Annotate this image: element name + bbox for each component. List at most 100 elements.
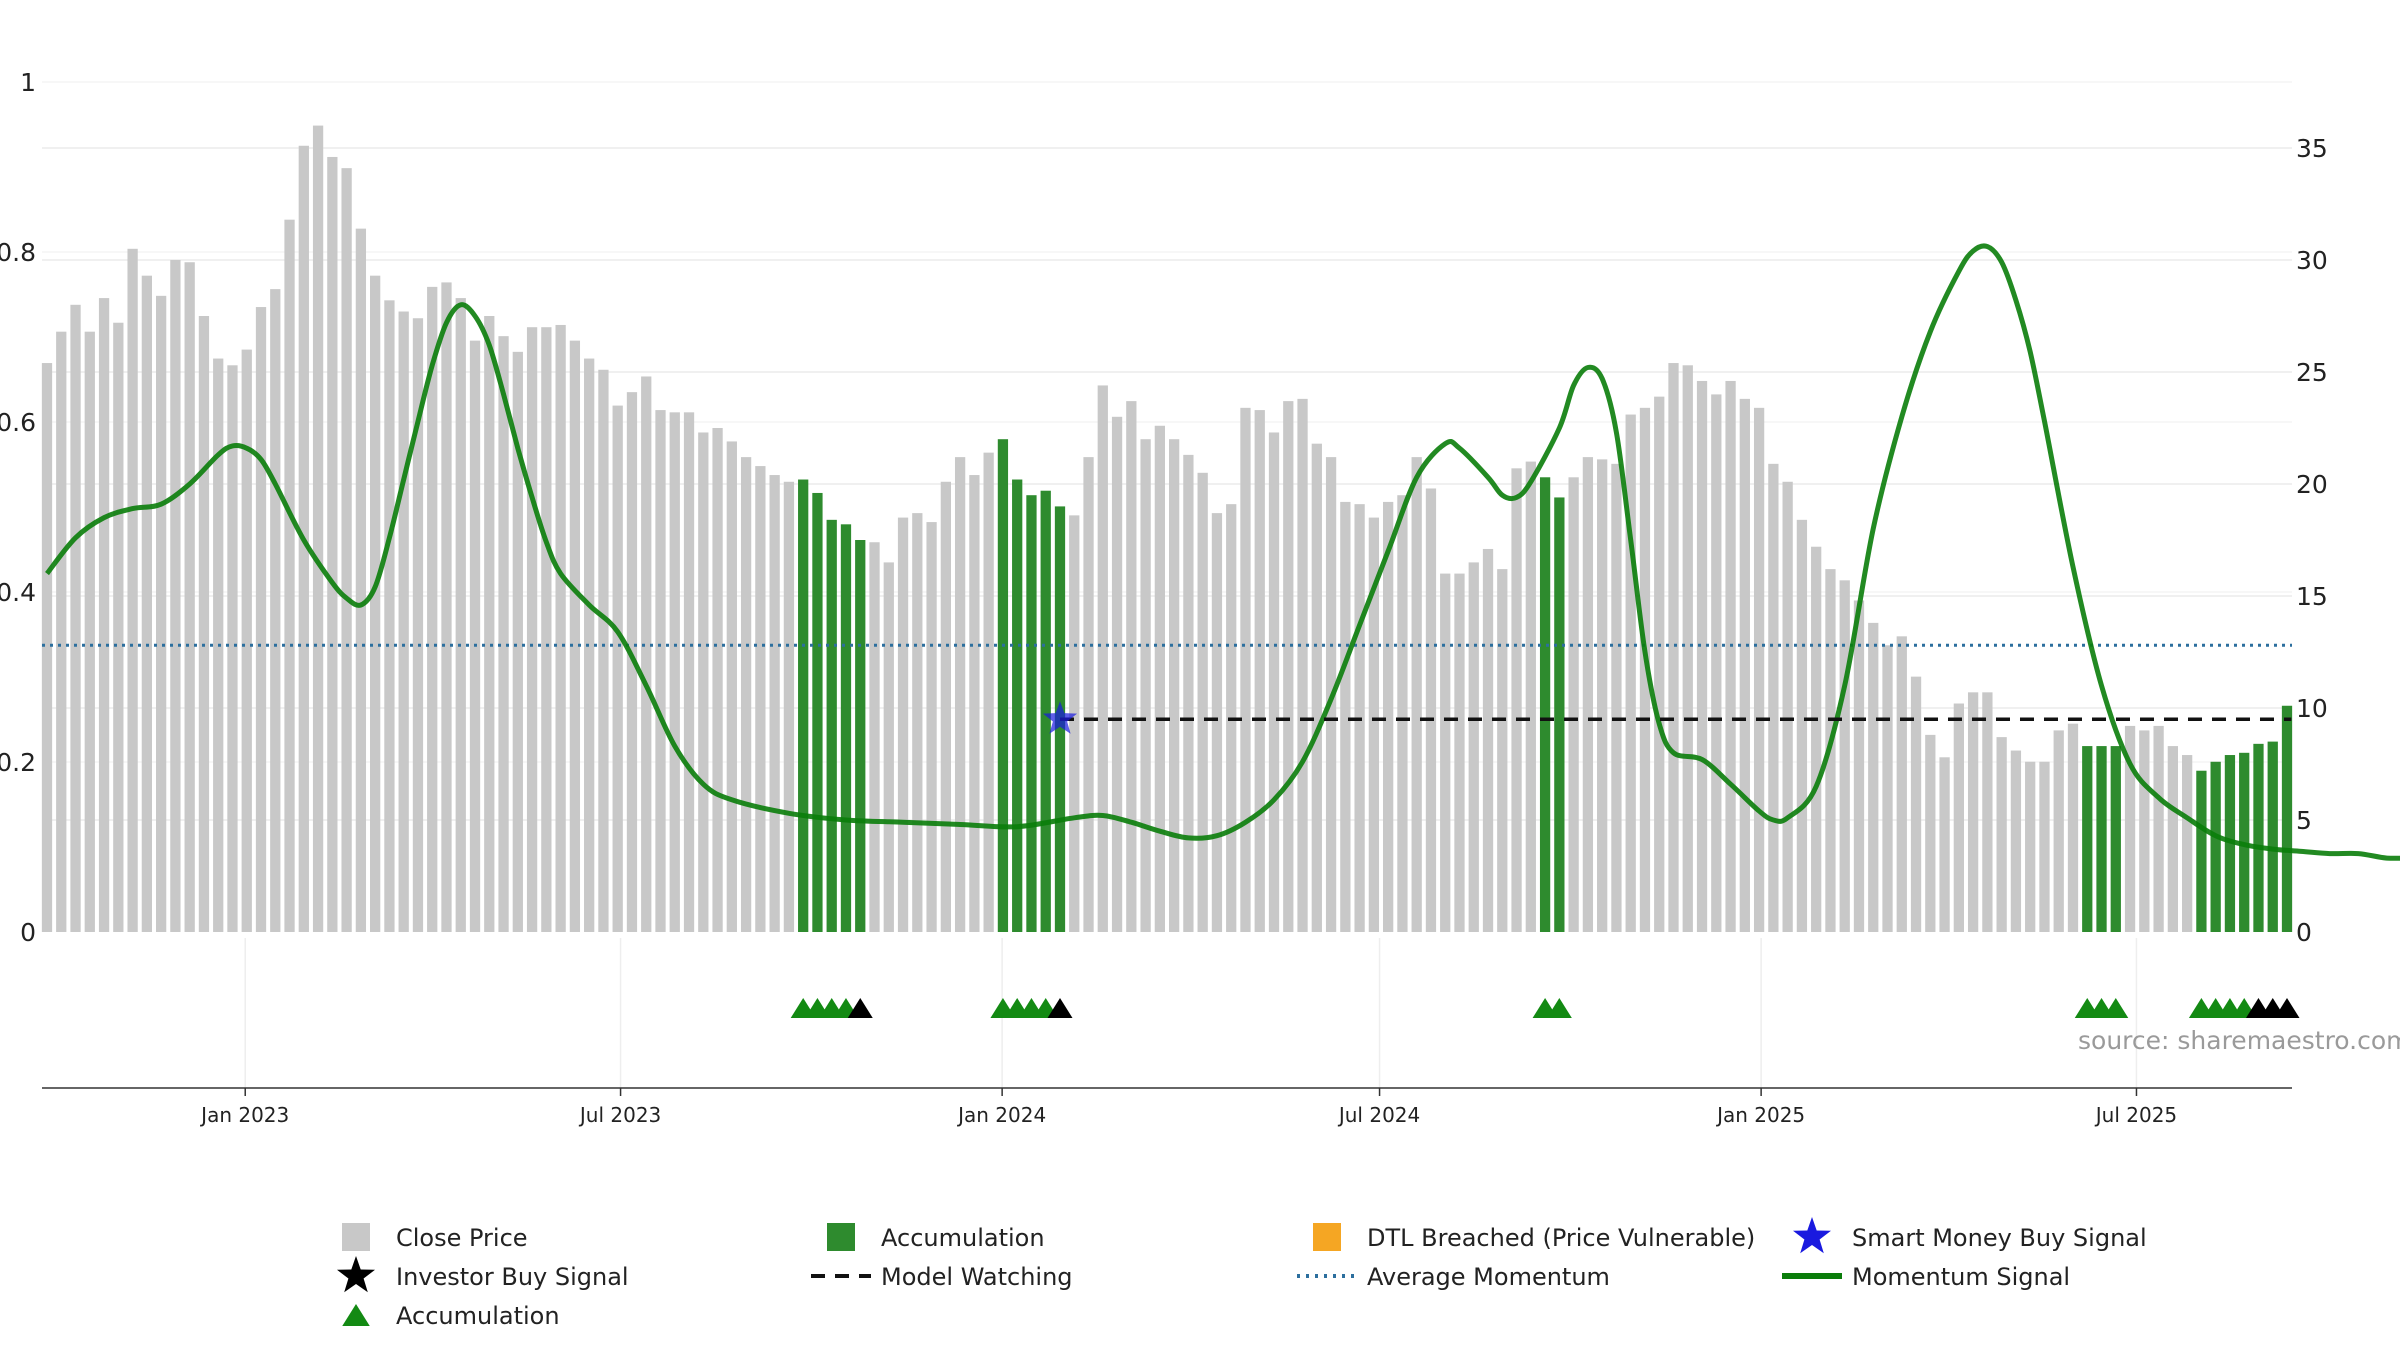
- close-price-bar: [1440, 573, 1451, 932]
- close-price-bar: [1868, 622, 1879, 932]
- accumulation-bar: [1539, 477, 1551, 932]
- close-price-bar: [1297, 398, 1308, 932]
- close-price-bar: [1497, 569, 1508, 932]
- close-price-bar: [327, 156, 338, 932]
- accumulation-bar: [2267, 741, 2278, 932]
- close-price-bar: [2124, 725, 2136, 932]
- close-price-bar: [1397, 495, 1408, 932]
- close-price-bar: [255, 307, 267, 932]
- close-price-bar: [1183, 454, 1194, 932]
- close-price-bar: [2010, 750, 2022, 932]
- price-bars: [41, 125, 2293, 933]
- close-price-bar: [241, 349, 252, 933]
- x-tick-label: Jan 2023: [199, 1103, 289, 1127]
- close-price-bar: [1625, 414, 1636, 932]
- close-price-bar: [1168, 439, 1180, 932]
- accumulation-bar: [2210, 761, 2221, 932]
- accumulation-bar: [840, 524, 852, 932]
- close-price-bar: [1939, 757, 1950, 932]
- close-price-bar: [1910, 676, 1922, 932]
- close-price-bar: [455, 298, 466, 933]
- close-price-bar: [940, 481, 951, 932]
- close-price-bar: [98, 298, 110, 933]
- close-price-bar: [441, 282, 452, 932]
- close-price-bar: [883, 562, 894, 932]
- legend: Close Price Accumulation DTL Breached (Pri…: [337, 1217, 2147, 1330]
- close-price-bar: [584, 358, 595, 932]
- momentum-signal-line: [45, 243, 2400, 861]
- close-price-bar: [1853, 600, 1865, 932]
- close-price-bar: [155, 295, 167, 933]
- accumulation-bar: [2253, 743, 2264, 932]
- close-price-bar: [1597, 459, 1608, 932]
- close-price-bar: [912, 513, 923, 932]
- investor-buy-marker: [2274, 998, 2300, 1018]
- close-price-bar: [1368, 517, 1380, 932]
- close-price-bar: [1639, 407, 1651, 933]
- close-price-bar: [783, 481, 795, 932]
- legend-label: Smart Money Buy Signal: [1852, 1224, 2147, 1252]
- close-price-bar: [412, 318, 424, 932]
- close-price-bar: [1982, 692, 1993, 932]
- accumulation-bar: [855, 540, 866, 932]
- close-price-bar: [1197, 472, 1208, 932]
- close-price-bar: [1611, 463, 1622, 932]
- close-price-bar: [1682, 365, 1693, 932]
- close-price-bar: [2167, 746, 2179, 932]
- close-price-bar: [1454, 573, 1465, 932]
- close-price-bar: [1711, 394, 1722, 932]
- legend-label: Average Momentum: [1367, 1263, 1610, 1291]
- close-price-bar: [1953, 703, 1964, 932]
- close-price-bar: [954, 457, 966, 932]
- close-price-bar: [469, 340, 481, 932]
- investor-buy-marker: [847, 998, 873, 1018]
- close-price-bar: [384, 300, 395, 932]
- close-price-bar: [769, 475, 780, 932]
- close-price-bar: [612, 405, 623, 933]
- close-price-bar: [1411, 457, 1422, 932]
- close-price-bar: [1753, 407, 1765, 933]
- close-price-bar: [869, 542, 880, 932]
- close-price-bar: [1268, 432, 1280, 932]
- left-tick-label: 0.4: [0, 578, 36, 607]
- legend-label: DTL Breached (Price Vulnerable): [1367, 1224, 1755, 1252]
- close-price-bar: [1896, 636, 1907, 932]
- close-price-bar: [1796, 519, 1808, 932]
- accumulation-bar: [826, 519, 837, 932]
- right-tick-label: 20: [2296, 470, 2328, 499]
- close-price-bar: [569, 340, 581, 932]
- accumulation-bar: [812, 492, 823, 932]
- close-price-bar: [312, 125, 324, 933]
- x-tick-label: Jul 2023: [578, 1103, 661, 1127]
- accumulation-bar: [1554, 497, 1565, 932]
- left-tick-label: 0.2: [0, 748, 36, 777]
- left-tick-label: 1: [20, 68, 36, 97]
- close-price-bar: [1154, 425, 1166, 932]
- close-price-bar: [198, 316, 210, 932]
- close-price-bar: [2039, 761, 2050, 932]
- close-price-bar: [712, 428, 723, 932]
- close-price-bar: [1254, 410, 1265, 933]
- axes: Jan 2023 Jul 2023 Jan 2024 Jul 2024 Jan 2025…: [0, 68, 2328, 1127]
- close-price-bar: [56, 331, 67, 932]
- close-price-bar: [983, 452, 994, 932]
- accumulation-bar: [1026, 495, 1037, 932]
- accumulation-bar: [2096, 746, 2107, 932]
- close-price-bar: [2181, 755, 2193, 932]
- close-price-bar: [270, 289, 281, 932]
- legend-label: Close Price: [396, 1224, 528, 1252]
- close-price-bar: [555, 324, 566, 933]
- close-price-bar: [655, 410, 666, 933]
- close-price-bar: [1882, 645, 1893, 932]
- close-price-bar: [669, 412, 680, 932]
- close-price-bar: [1568, 477, 1579, 932]
- close-price-bar: [141, 275, 153, 932]
- close-price-bar: [184, 262, 195, 932]
- close-price-bar: [1083, 457, 1094, 932]
- close-price-bar: [1240, 407, 1251, 933]
- close-price-bar: [541, 327, 552, 932]
- left-tick-label: 0: [20, 918, 36, 947]
- close-price-bar: [1283, 401, 1294, 932]
- close-price-bar: [740, 457, 752, 932]
- close-price-bar: [683, 412, 695, 932]
